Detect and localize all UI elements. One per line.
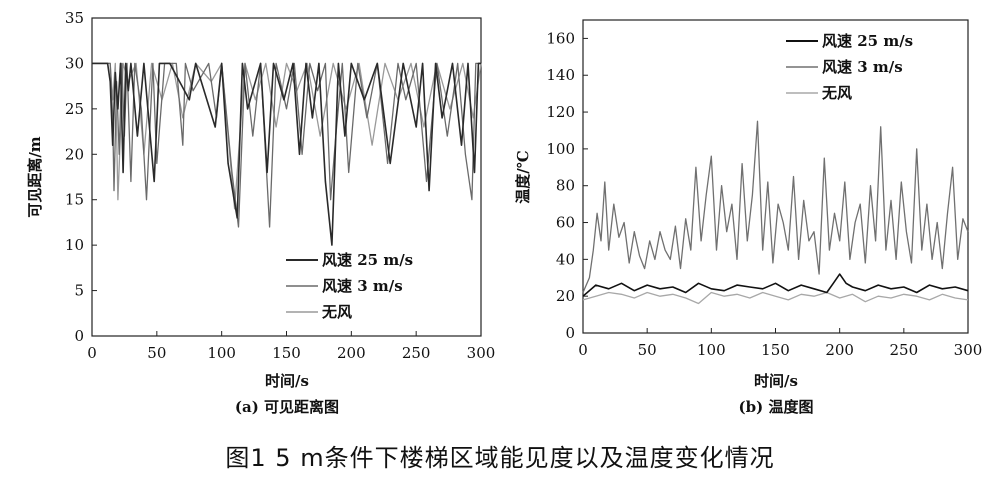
temperature-x-tick-label: 50 bbox=[638, 341, 657, 359]
temperature-x-tick-label: 150 bbox=[761, 341, 790, 359]
temperature-x-tick-label: 300 bbox=[954, 341, 983, 359]
temperature-x-tick-label: 100 bbox=[697, 341, 726, 359]
temperature-legend-label: 无风 bbox=[821, 84, 852, 102]
temperature-y-tick-label: 140 bbox=[546, 66, 575, 84]
temperature-subtitle: (b) 温度图 bbox=[739, 398, 814, 416]
visibility-legend: 风速 25 m/s 风速 3 m/s 无风 bbox=[286, 251, 413, 321]
visibility-y-tick-label: 15 bbox=[65, 191, 84, 209]
visibility-y-tick-label: 35 bbox=[65, 9, 84, 27]
temperature-y-tick-label: 80 bbox=[556, 177, 575, 195]
temperature-x-tick-label: 200 bbox=[825, 341, 854, 359]
visibility-y-tick-label: 25 bbox=[65, 100, 84, 118]
visibility-x-tick-label: 50 bbox=[147, 344, 166, 362]
visibility-y-axis-label: 可见距离/m bbox=[26, 136, 44, 217]
temperature-legend-label: 风速 3 m/s bbox=[822, 58, 903, 76]
temperature-y-ticks: 0 20 40 60 80 100 120 140 160 bbox=[546, 29, 588, 342]
temperature-y-tick-label: 0 bbox=[565, 324, 575, 342]
visibility-y-tick-label: 30 bbox=[65, 54, 84, 72]
temperature-y-tick-label: 160 bbox=[546, 29, 575, 47]
visibility-legend-label: 无风 bbox=[321, 303, 352, 321]
temperature-series-line-2 bbox=[582, 291, 969, 305]
visibility-y-tick-label: 0 bbox=[74, 327, 84, 345]
visibility-x-tick-label: 300 bbox=[467, 344, 496, 362]
visibility-subtitle: (a) 可见距离图 bbox=[235, 398, 339, 416]
temperature-y-tick-label: 100 bbox=[546, 140, 575, 158]
visibility-x-ticks: 0 50 100 150 200 250 300 bbox=[87, 331, 495, 362]
temperature-y-tick-label: 60 bbox=[556, 214, 575, 232]
temperature-series-line-0 bbox=[582, 273, 969, 297]
temperature-legend: 风速 25 m/s 风速 3 m/s 无风 bbox=[786, 32, 913, 102]
visibility-y-tick-label: 10 bbox=[65, 236, 84, 254]
temperature-y-axis-label: 温度/℃ bbox=[514, 150, 532, 203]
visibility-x-tick-label: 200 bbox=[337, 344, 366, 362]
visibility-series bbox=[92, 62, 482, 246]
temperature-y-tick-label: 120 bbox=[546, 103, 575, 121]
temperature-x-tick-label: 250 bbox=[890, 341, 919, 359]
temperature-legend-label: 风速 25 m/s bbox=[822, 32, 913, 50]
temperature-chart: 0 20 40 60 80 100 120 140 160 0 50 100 150 200 250 300… bbox=[514, 19, 982, 416]
visibility-chart: 0 5 10 15 20 25 30 35 0 50 100 150 200 250 300 风速 25 … bbox=[26, 9, 495, 416]
visibility-legend-label: 风速 3 m/s bbox=[322, 277, 403, 295]
temperature-y-tick-label: 20 bbox=[556, 287, 575, 305]
visibility-legend-label: 风速 25 m/s bbox=[322, 251, 413, 269]
visibility-y-ticks: 0 5 10 15 20 25 30 35 bbox=[65, 9, 97, 345]
visibility-series-line-0 bbox=[92, 62, 481, 246]
temperature-x-axis-label: 时间/s bbox=[754, 372, 798, 390]
visibility-x-tick-label: 100 bbox=[207, 344, 236, 362]
visibility-y-tick-label: 5 bbox=[74, 282, 84, 300]
visibility-x-tick-label: 250 bbox=[402, 344, 431, 362]
temperature-series bbox=[582, 120, 969, 305]
temperature-plot-frame bbox=[582, 19, 969, 334]
visibility-x-tick-label: 150 bbox=[272, 344, 301, 362]
visibility-x-tick-label: 0 bbox=[87, 344, 97, 362]
temperature-series-line-1 bbox=[582, 120, 969, 293]
temperature-x-tick-label: 0 bbox=[578, 341, 588, 359]
visibility-y-tick-label: 20 bbox=[65, 145, 84, 163]
figure-caption: 图1 5 m条件下楼梯区域能见度以及温度变化情况 bbox=[225, 444, 775, 472]
temperature-x-ticks: 0 50 100 150 200 250 300 bbox=[578, 328, 982, 359]
temperature-y-tick-label: 40 bbox=[556, 250, 575, 268]
visibility-x-axis-label: 时间/s bbox=[265, 372, 309, 390]
